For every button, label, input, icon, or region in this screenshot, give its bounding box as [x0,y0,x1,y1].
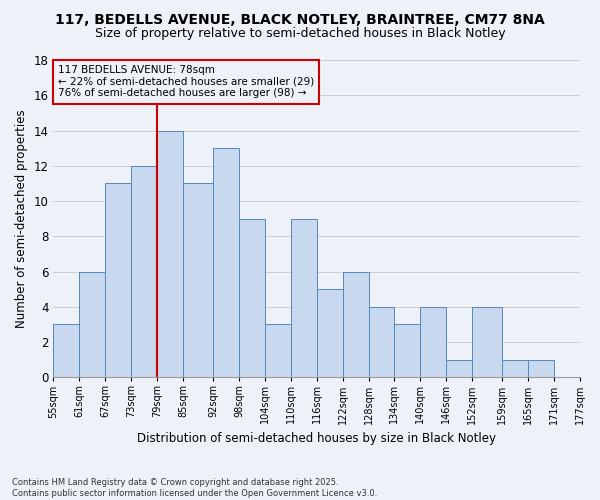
Bar [131,166,157,378]
X-axis label: Distribution of semi-detached houses by size in Black Notley: Distribution of semi-detached houses by … [137,432,496,445]
Bar [157,130,183,378]
Text: 117, BEDELLS AVENUE, BLACK NOTLEY, BRAINTREE, CM77 8NA: 117, BEDELLS AVENUE, BLACK NOTLEY, BRAIN… [55,12,545,26]
Bar [368,307,394,378]
Bar [239,218,265,378]
Y-axis label: Number of semi-detached properties: Number of semi-detached properties [15,110,28,328]
Text: 117 BEDELLS AVENUE: 78sqm
← 22% of semi-detached houses are smaller (29)
76% of : 117 BEDELLS AVENUE: 78sqm ← 22% of semi-… [58,66,314,98]
Bar [105,184,131,378]
Bar [265,324,291,378]
Bar [213,148,239,378]
Bar [394,324,420,378]
Bar [420,307,446,378]
Bar [53,324,79,378]
Bar [317,289,343,378]
Bar [472,307,502,378]
Text: Contains HM Land Registry data © Crown copyright and database right 2025.
Contai: Contains HM Land Registry data © Crown c… [12,478,377,498]
Bar [183,184,213,378]
Text: Size of property relative to semi-detached houses in Black Notley: Size of property relative to semi-detach… [95,28,505,40]
Bar [79,272,105,378]
Bar [446,360,472,378]
Bar [502,360,528,378]
Bar [343,272,368,378]
Bar [291,218,317,378]
Bar [528,360,554,378]
